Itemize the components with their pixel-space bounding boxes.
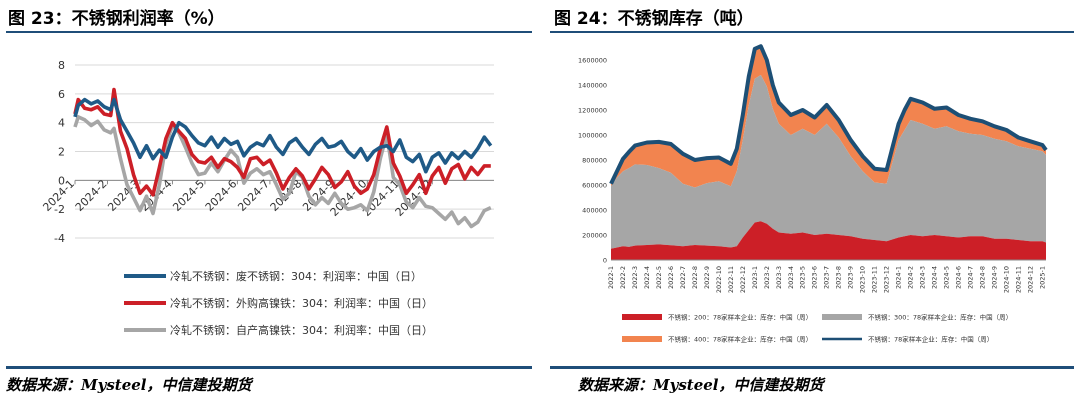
x-tick-label: 2024-4 bbox=[931, 266, 939, 289]
x-tick-label: 2024-12 bbox=[1026, 266, 1034, 293]
x-tick-label: 2025-1 bbox=[1038, 266, 1046, 289]
y-tick-label: 0 bbox=[58, 174, 65, 187]
x-tick-label: 2024-2 bbox=[907, 266, 915, 289]
x-tick-label: 2024-1 bbox=[895, 266, 903, 289]
y-tick-label: -2 bbox=[54, 203, 65, 216]
y-tick-label: 2 bbox=[58, 146, 65, 159]
x-tick-label: 2022-8 bbox=[691, 266, 699, 289]
x-tick-label: 2024-6 bbox=[203, 177, 240, 214]
left-bottom-rule bbox=[6, 366, 532, 369]
y-tick-label: 400000 bbox=[582, 207, 607, 215]
series-line-1 bbox=[73, 87, 491, 197]
x-tick-label: 2024-9 bbox=[990, 266, 998, 289]
left-title-rule bbox=[6, 31, 532, 33]
y-tick-label: 0 bbox=[603, 257, 607, 265]
x-tick-label: 2024-11 bbox=[1014, 266, 1022, 293]
x-tick-label: 2023-4 bbox=[787, 266, 795, 289]
y-tick-label: 800000 bbox=[582, 157, 607, 165]
x-tick-label: 2022-9 bbox=[703, 266, 711, 289]
area-series-300 bbox=[611, 75, 1046, 249]
y-tick-label: 4 bbox=[58, 117, 65, 130]
x-tick-label: 2024-5 bbox=[170, 177, 207, 214]
x-tick-label: 2023-10 bbox=[859, 266, 867, 293]
area-series-400 bbox=[611, 46, 1046, 188]
right-bottom-rule bbox=[550, 366, 1074, 369]
y-tick-label: 600000 bbox=[582, 182, 607, 190]
x-tick-label: 2023-2 bbox=[763, 266, 771, 289]
x-tick-label: 2022-1 bbox=[607, 266, 615, 289]
y-tick-label: 200000 bbox=[582, 232, 607, 240]
y-tick-label: -4 bbox=[54, 232, 65, 245]
right-figure-title: 图 24：不锈钢库存（吨） bbox=[554, 9, 754, 29]
x-tick-label: 2023-7 bbox=[823, 266, 831, 289]
x-tick-label: 2024-5 bbox=[943, 266, 951, 289]
x-tick-label: 2022-2 bbox=[619, 266, 627, 289]
legend-label: 冷轧不锈钢：外购高镍铁：304：利润率：中国（日） bbox=[170, 296, 433, 310]
left-figure-title: 图 23：不锈钢利润率（%） bbox=[8, 9, 225, 29]
x-tick-label: 2022-6 bbox=[667, 266, 675, 289]
x-tick-label: 2023-6 bbox=[811, 266, 819, 289]
x-tick-label: 2024-3 bbox=[919, 266, 927, 289]
area-series-200 bbox=[611, 221, 1046, 260]
left-source-note: 数据来源：Mysteel，中信建投期货 bbox=[6, 376, 252, 394]
x-tick-label: 2024-7 bbox=[967, 266, 975, 289]
x-tick-label: 2023-5 bbox=[799, 266, 807, 289]
right-source-note: 数据来源：Mysteel，中信建投期货 bbox=[578, 376, 824, 394]
x-tick-label: 2022-3 bbox=[631, 266, 639, 289]
series-line-0 bbox=[73, 97, 493, 174]
x-tick-label: 2024-8 bbox=[978, 266, 986, 289]
legend-label: 冷轧不锈钢：废不锈钢：304：利润率：中国（日） bbox=[170, 269, 422, 283]
y-tick-label: 1200000 bbox=[578, 107, 607, 115]
right-inventory-chart: 1600000 1400000 1200000 1000000 800000 600000… bbox=[578, 44, 1048, 344]
x-tick-label: 2022-11 bbox=[727, 266, 735, 293]
legend-label: 不锈钢：400：78家样本企业：库存：中国（周） bbox=[668, 335, 812, 344]
x-tick-label: 2024-10 bbox=[1002, 266, 1010, 293]
x-tick-label: 2022-5 bbox=[655, 266, 663, 289]
legend-swatch bbox=[622, 336, 662, 342]
legend-swatch bbox=[622, 314, 662, 320]
x-tick-label: 2023-11 bbox=[871, 266, 879, 293]
x-tick-label: 2023-1 bbox=[751, 266, 759, 289]
x-tick-label: 2024-7 bbox=[235, 177, 272, 214]
y-tick-label: 1000000 bbox=[578, 132, 607, 140]
y-tick-label: 8 bbox=[58, 59, 65, 72]
y-tick-label: 6 bbox=[58, 88, 65, 101]
legend-label: 不锈钢：200：78家样本企业：库存：中国（周） bbox=[668, 313, 812, 322]
x-tick-label: 2024-6 bbox=[955, 266, 963, 289]
y-tick-label: 1600000 bbox=[578, 57, 607, 65]
legend-label: 不锈钢：300：78家样本企业：库存：中国（周） bbox=[868, 313, 1012, 322]
x-tick-label: 2022-4 bbox=[643, 266, 651, 289]
x-tick-label: 2022-7 bbox=[679, 266, 687, 289]
legend-label: 不锈钢：78家样本企业：库存：中国（周） bbox=[868, 335, 993, 344]
series-line-2 bbox=[73, 115, 492, 229]
x-tick-label: 2023-8 bbox=[835, 266, 843, 289]
right-title-rule bbox=[550, 31, 1074, 33]
x-tick-label: 2023-12 bbox=[883, 266, 891, 293]
x-tick-label: 2023-9 bbox=[847, 266, 855, 289]
legend-swatch bbox=[822, 314, 862, 320]
x-tick-label: 2024-2 bbox=[73, 177, 110, 214]
x-tick-label: 2022-10 bbox=[715, 266, 723, 293]
x-tick-label: 2023-3 bbox=[775, 266, 783, 289]
x-tick-label: 2022-12 bbox=[739, 266, 747, 293]
y-tick-label: 1400000 bbox=[578, 82, 607, 90]
left-profit-chart: 86420-2-42024-12024-22024-32024-42024-52… bbox=[40, 59, 494, 337]
legend-label: 冷轧不锈钢：自产高镍铁：304：利润率：中国（日） bbox=[170, 323, 433, 337]
total-inventory-line bbox=[609, 44, 1048, 185]
